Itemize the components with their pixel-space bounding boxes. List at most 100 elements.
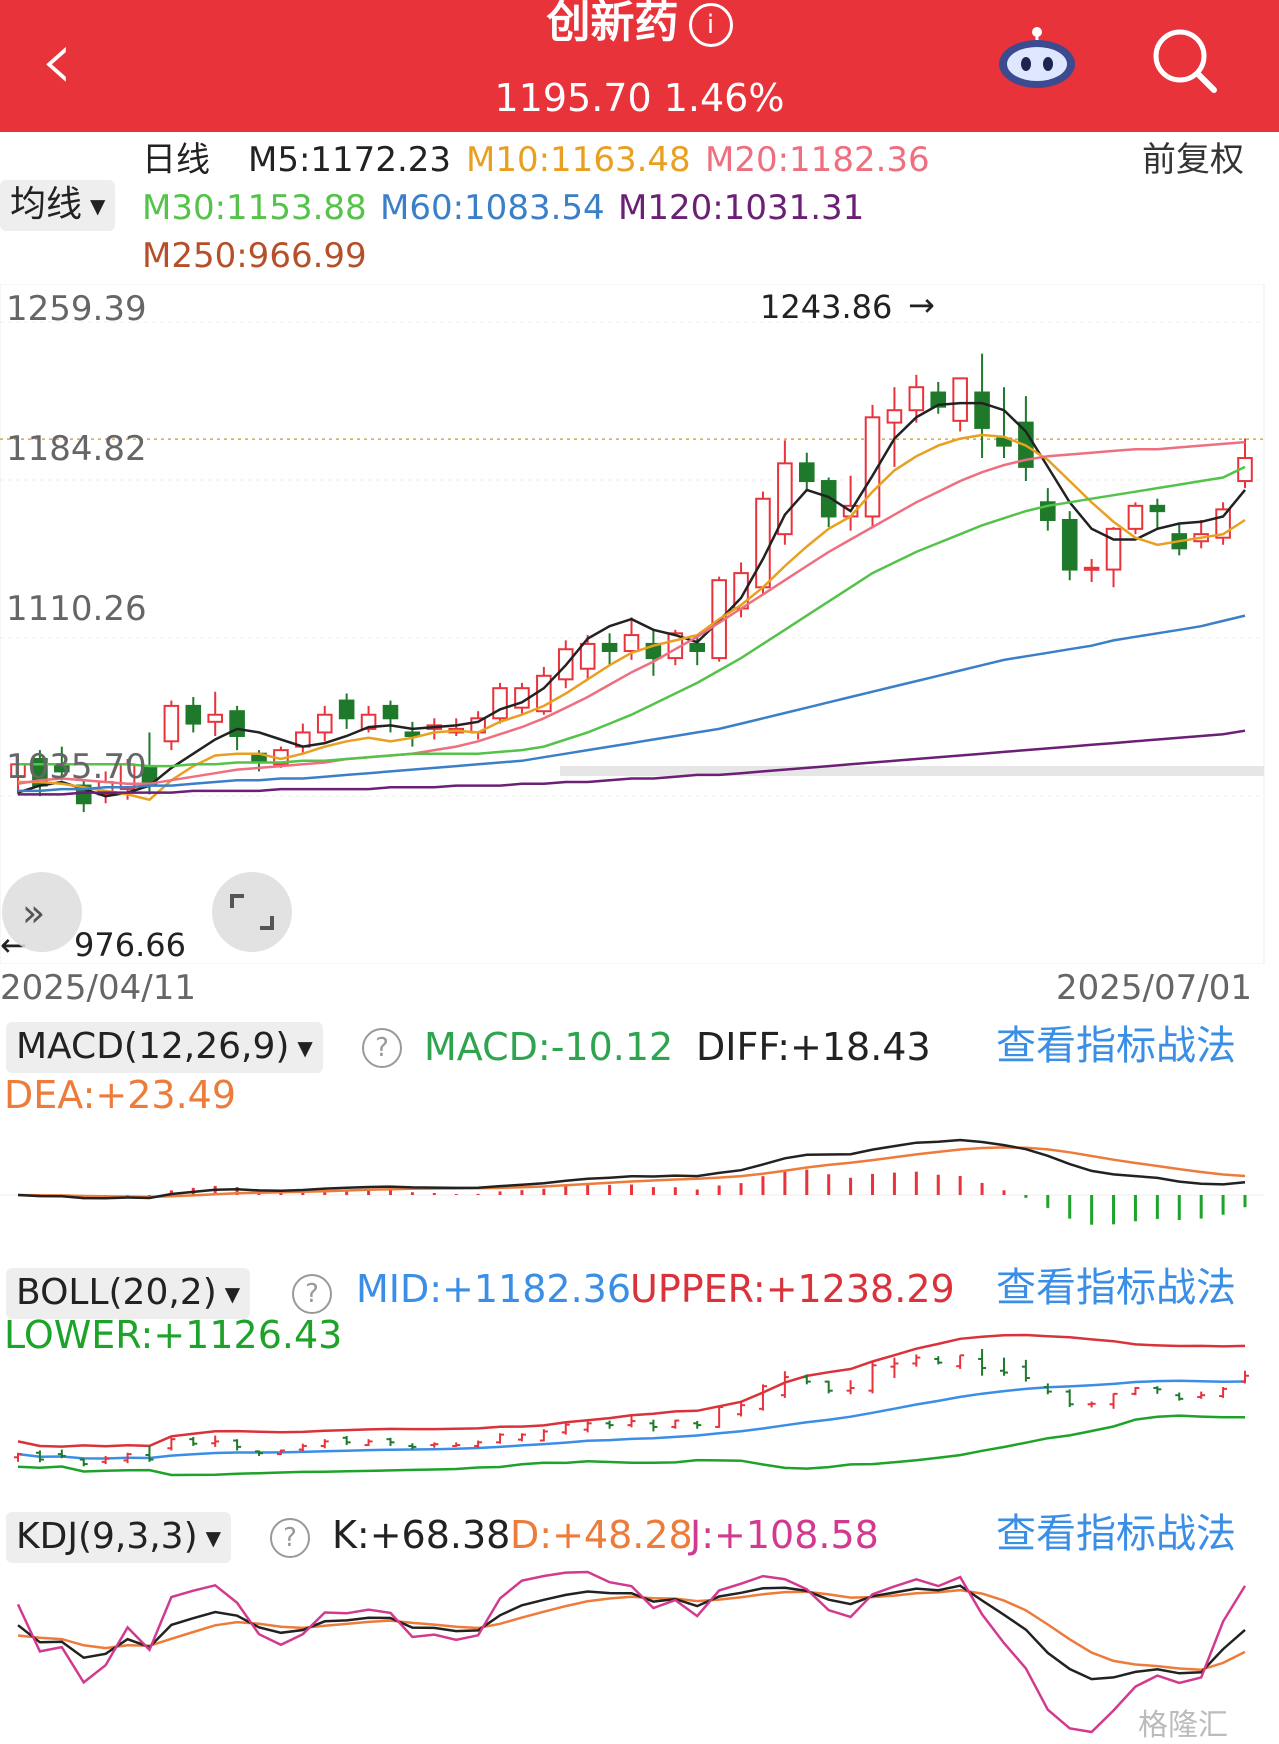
candle [404,721,421,747]
boll-selector[interactable]: BOLL(20,2) ▼ [6,1268,251,1319]
candle [207,691,223,736]
candle [382,700,399,733]
fullscreen-button[interactable] [212,872,292,952]
candle [1127,502,1144,535]
boll-bar [539,1429,548,1442]
price-value: 1195.70 [494,76,652,120]
adjust-label[interactable]: 前复权 [1142,140,1244,180]
candle [579,635,596,680]
high-arrow-icon: → [908,286,935,324]
boll-bar [123,1452,132,1464]
diff-line [17,1138,1246,1200]
macd-selector[interactable]: MACD(12,26,9) ▼ [6,1022,323,1073]
boll-bar [1021,1359,1030,1382]
kdj-d-value: D:+48.28 [510,1513,693,1557]
title-text: 创新药 [546,0,679,48]
boll-bar [408,1443,417,1450]
candle [820,477,837,528]
candle [1215,502,1231,545]
boll-bar [890,1357,899,1378]
ma-selector[interactable]: 均线 ▼ [0,180,116,231]
boll-bar [758,1384,767,1411]
boll-bar [255,1450,264,1456]
high-label: 1243.86 [760,288,892,326]
ma30-label: M30:1153.88 [142,188,367,228]
ma-line-m60 [18,614,1246,793]
expand-icon [230,894,274,930]
candle [930,381,947,414]
robot-icon[interactable] [996,24,1078,90]
boll-bar [342,1435,351,1446]
boll-chart[interactable] [0,1310,1265,1485]
boll-bar [496,1433,505,1444]
period-label: 日线 [142,140,210,180]
boll-bar [737,1402,746,1417]
kdj-selector-text: KDJ(9,3,3) [16,1516,198,1557]
ma5-label: M5:1172.23 [248,140,452,180]
candle [185,697,202,733]
boll-bar [276,1449,285,1456]
boll-mid-line [17,1379,1246,1460]
dropdown-arrow-icon: ▼ [297,1036,313,1060]
boll-bar [145,1445,154,1462]
boll-bar [671,1419,680,1429]
page-title: 创新药 i [0,0,1279,47]
candle [514,682,530,715]
candle [974,353,990,459]
boll-bar [14,1452,22,1462]
candle [1149,498,1166,529]
kline-chart[interactable]: 1259.39 1184.82 1110.26 1035.70 1243.86 … [0,284,1265,964]
boll-bar [474,1440,483,1448]
boll-bar [320,1439,329,1449]
boll-bar [999,1357,1008,1376]
help-icon[interactable]: ? [270,1518,310,1558]
boll-bar [693,1421,702,1429]
collapse-button[interactable] [2,872,82,952]
boll-bar [57,1449,66,1459]
candle [864,404,881,528]
boll-strategy-link[interactable]: 查看指标战法 [996,1265,1236,1311]
help-icon[interactable]: ? [362,1028,402,1068]
candle [338,693,355,729]
boll-upper-line [17,1333,1246,1448]
boll-bar [802,1374,811,1385]
boll-bar [934,1356,943,1365]
kdj-strategy-link[interactable]: 查看指标战法 [996,1511,1236,1557]
price-line: 1195.70 1.46% [0,74,1279,122]
ma-line-m120 [18,729,1246,796]
kdj-chart[interactable] [0,1562,1265,1740]
x-end-label: 2025/07/01 [1056,968,1252,1008]
macd-chart[interactable] [0,1120,1265,1244]
boll-lower-line [17,1414,1246,1477]
search-icon[interactable] [1150,26,1220,96]
dropdown-arrow-icon: ▼ [205,1526,222,1550]
info-icon[interactable]: i [688,3,733,47]
boll-bar [364,1439,373,1447]
ma250-label: M250:966.99 [142,236,367,276]
boll-bar [517,1433,526,1442]
back-button[interactable]: ‹ [40,11,74,109]
boll-bar [211,1435,220,1447]
boll-bar [233,1439,242,1451]
kdj-selector[interactable]: KDJ(9,3,3) ▼ [6,1512,232,1563]
kdj-k-line [17,1584,1246,1681]
low-label: 976.66 [74,926,186,964]
kdj-j-value: J:+108.58 [690,1513,879,1557]
boll-bar [715,1405,724,1428]
ma-lines-group [17,401,1246,802]
boll-bar [561,1422,570,1435]
dea-line [17,1146,1246,1199]
kdj-d-line [17,1588,1246,1672]
boll-bar [189,1436,198,1446]
candle [689,635,706,666]
boll-bar [298,1443,307,1452]
boll-bar [649,1419,658,1432]
help-icon[interactable]: ? [292,1274,332,1314]
macd-strategy-link[interactable]: 查看指标战法 [996,1023,1236,1069]
boll-mid-value: MID:+1182.36 [356,1267,632,1311]
boll-bar [1241,1370,1249,1384]
ma-line-m30 [18,465,1246,768]
ma120-label: M120:1031.31 [618,188,865,228]
candle [952,377,968,432]
volume-band [560,766,1264,776]
